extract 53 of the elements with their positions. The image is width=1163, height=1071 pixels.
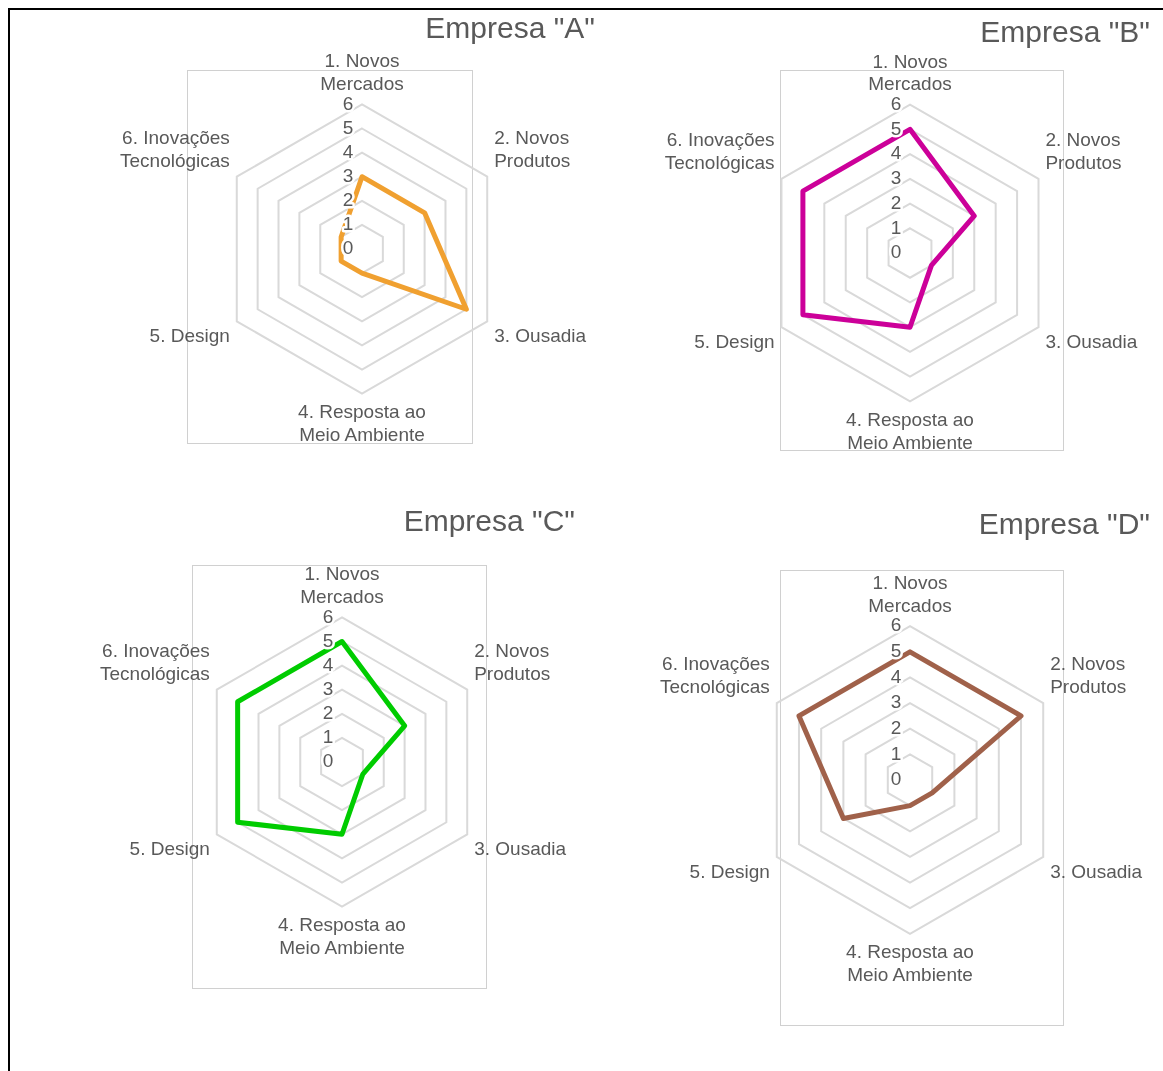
spoke-label: 4. Resposta ao Meio Ambiente [846,941,974,986]
y-tick-label: 5 [342,116,354,138]
spoke-label: 6. Inovações Tecnológicas [120,126,230,171]
spoke-label: 1. Novos Mercados [300,563,384,608]
y-tick-label: 3 [342,164,354,186]
y-tick-label: 5 [322,629,334,651]
y-tick-label: 1 [890,742,902,764]
spoke-label: 5. Design [689,860,770,882]
spoke-label: 3. Ousadia [1045,330,1138,352]
spoke-label: 5. Design [694,330,775,352]
spoke-label: 4. Resposta ao Meio Ambiente [278,914,406,959]
y-tick-label: 0 [890,241,902,263]
y-tick-label: 2 [890,716,902,738]
y-tick-label: 1 [322,726,334,748]
y-tick-label: 6 [342,92,354,114]
spoke-label: 2. Novos Produtos [1050,653,1127,697]
spoke-label: 6. Inovações Tecnológicas [100,639,210,684]
chart-title: Empresa "B" [980,15,1150,49]
spoke-label: 5. Design [129,837,210,859]
spoke-label: 2. Novos Produtos [494,126,571,171]
y-tick-label: 6 [890,614,902,636]
y-tick-label: 1 [890,216,902,238]
y-tick-label: 2 [890,191,902,213]
y-tick-label: 3 [890,691,902,713]
y-tick-label: 4 [890,665,902,687]
spoke-label: 1. Novos Mercados [868,50,952,95]
spoke-label: 3. Ousadia [474,837,567,859]
chart-title: Empresa "C" [403,504,575,538]
chart-title: Empresa "A" [425,11,595,45]
spoke-label: 1. Novos Mercados [320,50,404,95]
spoke-label: 2. Novos Produtos [474,639,551,684]
spoke-label: 4. Resposta ao Meio Ambiente [846,409,974,453]
y-tick-label: 3 [890,167,902,189]
spoke-label: 1. Novos Mercados [868,572,952,616]
y-tick-label: 6 [322,605,334,627]
spoke-label: 4. Resposta ao Meio Ambiente [298,401,426,446]
spoke-label: 5. Design [149,324,230,346]
chart-title: Empresa "D" [978,507,1150,541]
spoke-label: 6. Inovações Tecnológicas [664,128,775,173]
spoke-label: 3. Ousadia [494,324,587,346]
y-tick-label: 5 [890,640,902,662]
y-tick-label: 0 [322,750,334,772]
y-tick-label: 4 [890,142,902,164]
y-tick-label: 0 [890,768,902,790]
spoke-label: 3. Ousadia [1050,860,1143,882]
spoke-label: 2. Novos Produtos [1045,128,1122,173]
y-tick-label: 4 [342,140,354,162]
y-tick-label: 4 [322,653,334,675]
y-tick-label: 6 [890,92,902,114]
y-tick-label: 2 [322,702,334,724]
y-tick-label: 3 [322,677,334,699]
y-tick-label: 5 [890,117,902,139]
spoke-label: 6. Inovações Tecnológicas [660,653,770,697]
